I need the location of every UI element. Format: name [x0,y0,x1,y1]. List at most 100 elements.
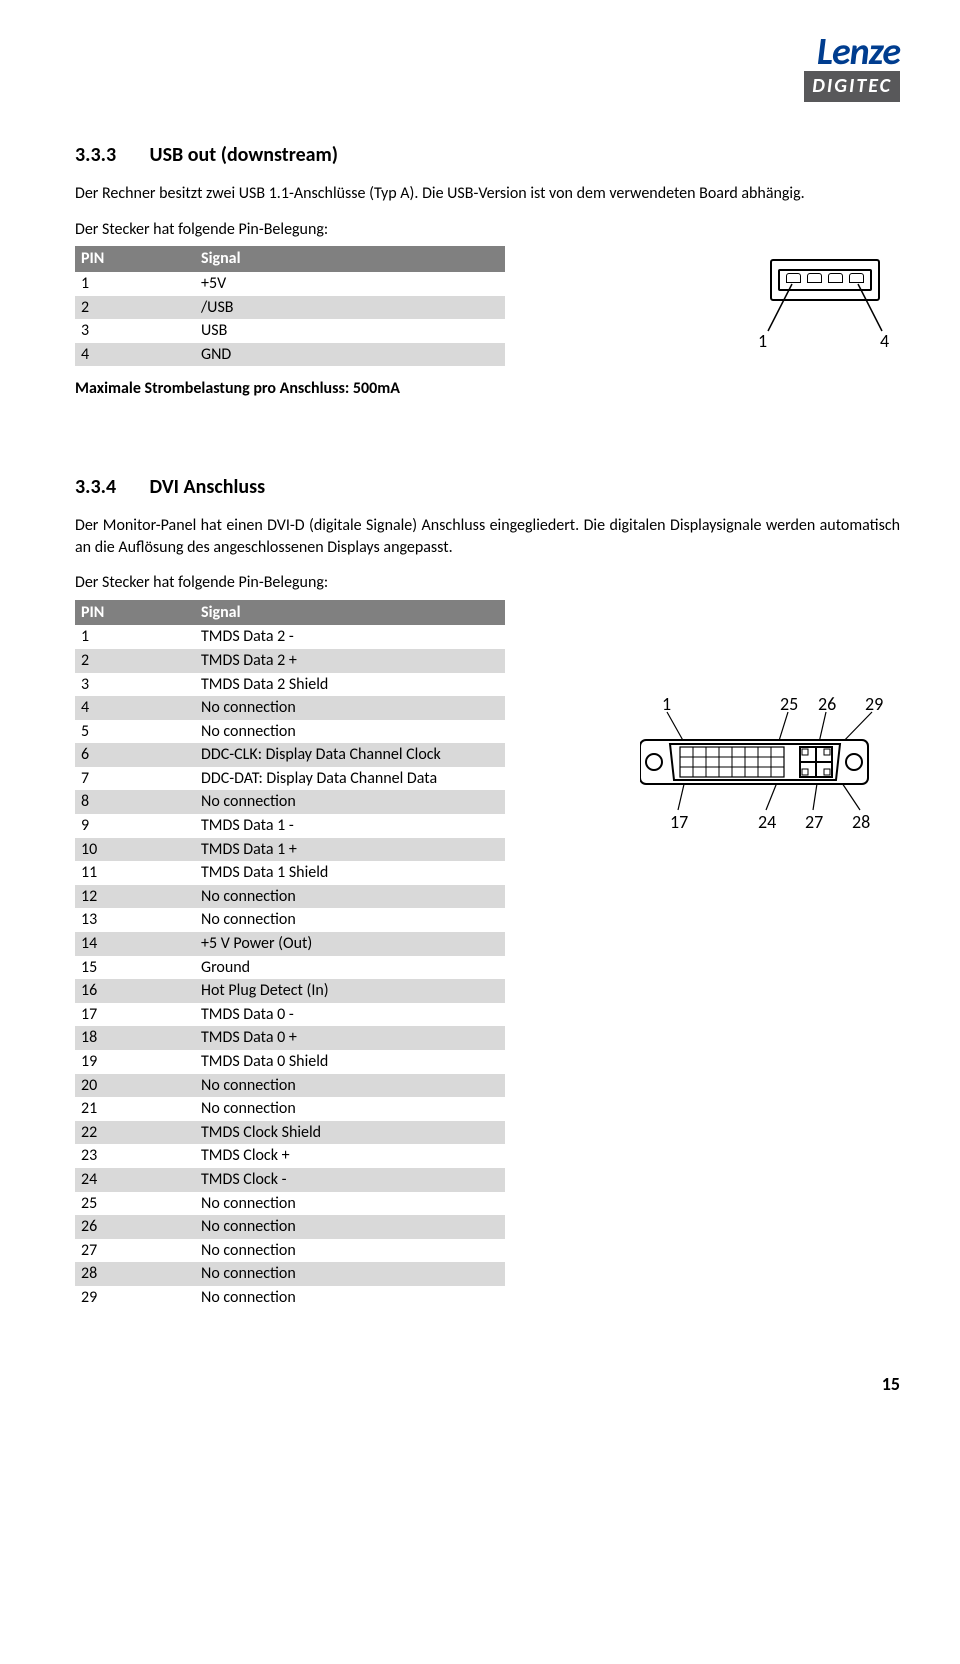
table-row: 1+5V [75,272,505,296]
pin-cell: 13 [75,908,195,932]
signal-cell: TMDS Clock + [195,1144,505,1168]
table-row: 8No connection [75,790,505,814]
pin-cell: 7 [75,767,195,791]
section-heading-dvi: 3.3.4 DVI Anschluss [75,474,900,501]
usb-connector-figure: 1 4 [750,259,900,359]
table-row: 4No connection [75,696,505,720]
pin-cell: 29 [75,1286,195,1310]
table-row: 12No connection [75,885,505,909]
signal-cell: TMDS Data 2 - [195,625,505,649]
dvi-connector-svg [640,692,900,852]
signal-cell: USB [195,319,505,343]
signal-cell: +5 V Power (Out) [195,932,505,956]
signal-cell: DDC-CLK: Display Data Channel Clock [195,743,505,767]
signal-cell: No connection [195,696,505,720]
pin-cell: 21 [75,1097,195,1121]
pin-cell: 4 [75,343,195,367]
pin-cell: 2 [75,296,195,320]
dvi-connector-figure: 1 25 26 29 17 24 27 28 [640,692,900,852]
table-row: 14+5 V Power (Out) [75,932,505,956]
signal-cell: No connection [195,908,505,932]
table-row: 3TMDS Data 2 Shield [75,673,505,697]
pin-cell: 4 [75,696,195,720]
section-heading-usb: 3.3.3 USB out (downstream) [75,142,900,169]
signal-cell: No connection [195,1262,505,1286]
pin-cell: 5 [75,720,195,744]
pin-cell: 9 [75,814,195,838]
pin-cell: 26 [75,1215,195,1239]
pin-cell: 18 [75,1026,195,1050]
table-row: 21No connection [75,1097,505,1121]
signal-cell: No connection [195,1097,505,1121]
section-title: DVI Anschluss [150,475,266,499]
pin-cell: 3 [75,319,195,343]
logo-inner: Lenze DIGITEC [804,35,900,102]
logo-text-bottom: DIGITEC [804,71,900,102]
table-row: 22TMDS Clock Shield [75,1121,505,1145]
pin-cell: 17 [75,1003,195,1027]
signal-cell: TMDS Clock - [195,1168,505,1192]
table-row: 19TMDS Data 0 Shield [75,1050,505,1074]
pin-cell: 1 [75,272,195,296]
signal-cell: GND [195,343,505,367]
table-row: 29No connection [75,1286,505,1310]
pin-cell: 28 [75,1262,195,1286]
table-row: 18TMDS Data 0 + [75,1026,505,1050]
signal-cell: No connection [195,720,505,744]
table-row: 5No connection [75,720,505,744]
table-row: 28No connection [75,1262,505,1286]
dvi-th-pin: PIN [75,600,195,626]
table-row: 10TMDS Data 1 + [75,838,505,862]
usb-lead-text: Der Stecker hat folgende Pin-Belegung: [75,219,710,241]
section-number: 3.3.4 [75,474,145,501]
dvi-lead-text: Der Stecker hat folgende Pin-Belegung: [75,572,600,594]
table-row: 13No connection [75,908,505,932]
signal-cell: TMDS Data 2 Shield [195,673,505,697]
usb-th-pin: PIN [75,246,195,272]
pin-cell: 14 [75,932,195,956]
signal-cell: TMDS Data 1 + [195,838,505,862]
signal-cell: DDC-DAT: Display Data Channel Data [195,767,505,791]
pin-cell: 1 [75,625,195,649]
usb-paragraph: Der Rechner besitzt zwei USB 1.1-Anschlü… [75,183,900,205]
pin-cell: 16 [75,979,195,1003]
pin-cell: 3 [75,673,195,697]
signal-cell: No connection [195,790,505,814]
dvi-th-signal: Signal [195,600,505,626]
pin-cell: 2 [75,649,195,673]
pin-cell: 15 [75,956,195,980]
pin-cell: 19 [75,1050,195,1074]
pin-cell: 23 [75,1144,195,1168]
pin-cell: 24 [75,1168,195,1192]
table-row: 25No connection [75,1192,505,1216]
logo-text-top: Lenze [804,35,900,69]
table-row: 2/USB [75,296,505,320]
signal-cell: Hot Plug Detect (In) [195,979,505,1003]
signal-cell: TMDS Clock Shield [195,1121,505,1145]
section-number: 3.3.3 [75,142,145,169]
page-number: 15 [75,1372,900,1396]
usb-th-signal: Signal [195,246,505,272]
signal-cell: TMDS Data 0 - [195,1003,505,1027]
signal-cell: No connection [195,1192,505,1216]
table-row: 2TMDS Data 2 + [75,649,505,673]
pin-cell: 11 [75,861,195,885]
signal-cell: /USB [195,296,505,320]
pin-cell: 12 [75,885,195,909]
table-row: 23TMDS Clock + [75,1144,505,1168]
logo: Lenze DIGITEC [75,35,900,102]
pin-cell: 22 [75,1121,195,1145]
usb-max-current: Maximale Strombelastung pro Anschluss: 5… [75,378,710,400]
pin-cell: 27 [75,1239,195,1263]
signal-cell: No connection [195,1286,505,1310]
table-row: 4GND [75,343,505,367]
signal-cell: No connection [195,1074,505,1098]
usb-pin-table: PIN Signal 1+5V2/USB3USB4GND [75,246,505,366]
table-row: 3USB [75,319,505,343]
table-row: 6DDC-CLK: Display Data Channel Clock [75,743,505,767]
signal-cell: No connection [195,885,505,909]
signal-cell: TMDS Data 1 Shield [195,861,505,885]
dvi-paragraph: Der Monitor-Panel hat einen DVI-D (digit… [75,515,900,558]
table-row: 1TMDS Data 2 - [75,625,505,649]
table-row: 27No connection [75,1239,505,1263]
